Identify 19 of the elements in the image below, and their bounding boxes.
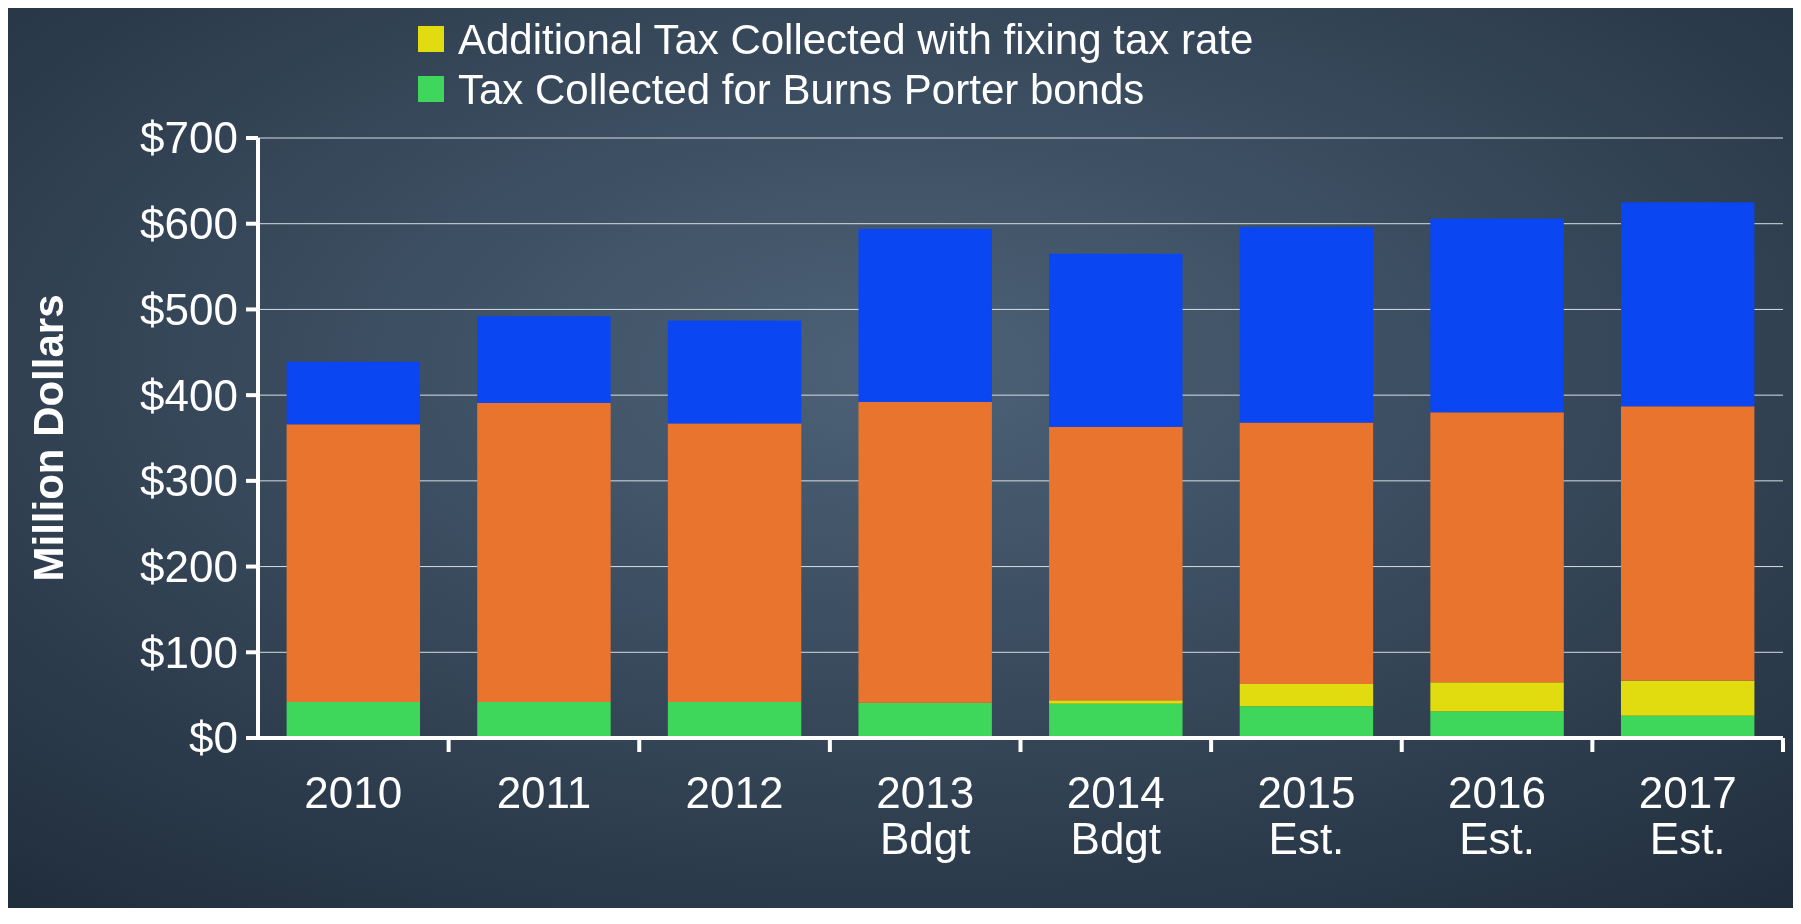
x-tick-label: 2010 [304,768,403,817]
x-tick-label: 2013 Bdgt [876,768,975,863]
x-tick-label: 2016 Est. [1448,768,1547,863]
y-tick-label: $300 [140,456,238,506]
y-tick-label: $500 [140,284,238,334]
legend-label: Additional Tax Collected with fixing tax rate [458,15,1254,63]
x-tick-label: 2012 [685,768,784,817]
y-tick-label: $200 [140,541,238,591]
y-tick-label: $0 [189,713,238,763]
x-tick-label: 2015 Est. [1257,768,1356,863]
y-axis-title: Million Dollars [25,294,72,582]
x-tick-label: 2014 Bdgt [1066,768,1165,863]
y-tick-label: $700 [140,113,238,163]
y-tick-label: $400 [140,370,238,420]
x-tick-label: 2017 Est. [1638,768,1737,863]
y-tick-label: $100 [140,627,238,677]
x-tick-label: 2011 [496,768,592,817]
legend-label: Tax Collected for Burns Porter bonds [458,65,1145,113]
y-tick-label: $600 [140,199,238,249]
